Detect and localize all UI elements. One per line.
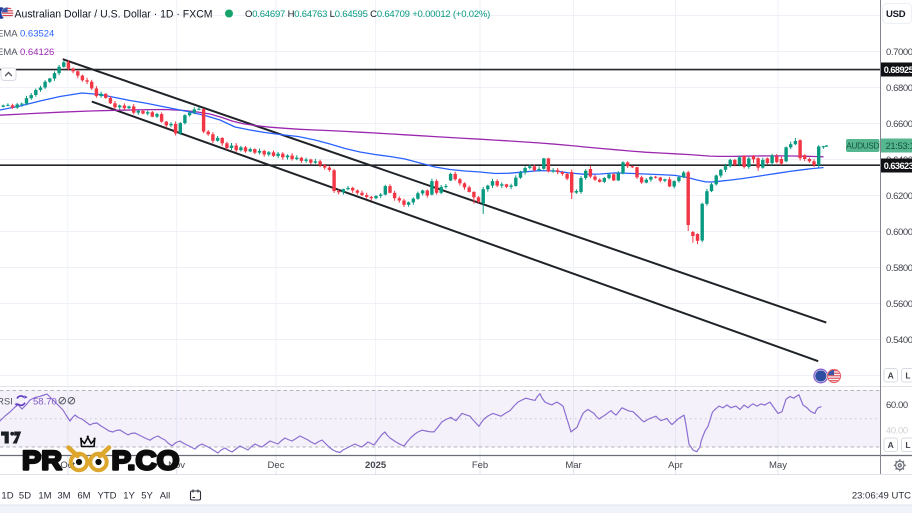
svg-text:23:06:49 UTC: 23:06:49 UTC (852, 491, 911, 502)
svg-text:Apr: Apr (668, 460, 683, 471)
svg-text:EMA 0.64126: EMA 0.64126 (0, 47, 54, 58)
svg-text:5Y: 5Y (141, 491, 153, 502)
svg-text:USD: USD (886, 9, 906, 20)
svg-text:Oct: Oct (60, 460, 75, 471)
svg-text:EMA 0.63524: EMA 0.63524 (0, 29, 54, 40)
svg-text:0.54000: 0.54000 (886, 335, 912, 346)
svg-text:L: L (905, 371, 910, 381)
svg-text:5D: 5D (19, 491, 31, 502)
svg-text:A: A (888, 440, 894, 450)
svg-text:P.CO: P.CO (112, 446, 180, 476)
svg-text:A: A (888, 371, 894, 381)
svg-text:May: May (769, 460, 787, 471)
svg-text:3M: 3M (57, 491, 70, 502)
svg-text:1D: 1D (1, 491, 13, 502)
svg-text:Nov: Nov (168, 460, 185, 471)
svg-text:AUDUSD: AUDUSD (846, 142, 879, 151)
svg-text:21:53:1: 21:53:1 (886, 141, 912, 152)
svg-text:All: All (160, 491, 171, 502)
svg-text:Australian Dollar / U.S. Dolla: Australian Dollar / U.S. Dollar · 1D · F… (15, 9, 213, 21)
svg-text:0.63623: 0.63623 (884, 161, 912, 171)
svg-text:Dec: Dec (268, 460, 285, 471)
svg-text:0.68925: 0.68925 (884, 65, 912, 75)
svg-text:O0.64697 H0.64763 L0.64595: O0.64697 H0.64763 L0.64595 C0.64709 +0.0… (245, 9, 490, 20)
svg-text:Mar: Mar (565, 460, 581, 471)
svg-text:2025: 2025 (365, 460, 387, 471)
svg-text:1M: 1M (38, 491, 51, 502)
svg-text:YTD: YTD (98, 491, 117, 502)
svg-text:RSI: RSI (0, 397, 13, 408)
svg-text:1Y: 1Y (123, 491, 135, 502)
svg-text:40.00: 40.00 (886, 426, 908, 437)
svg-text:58.70: 58.70 (33, 397, 57, 408)
svg-text:PR: PR (22, 446, 62, 476)
svg-text:6M: 6M (77, 491, 90, 502)
svg-text:60.00: 60.00 (886, 400, 908, 411)
svg-text:Feb: Feb (472, 460, 488, 471)
svg-text:L: L (905, 440, 910, 450)
